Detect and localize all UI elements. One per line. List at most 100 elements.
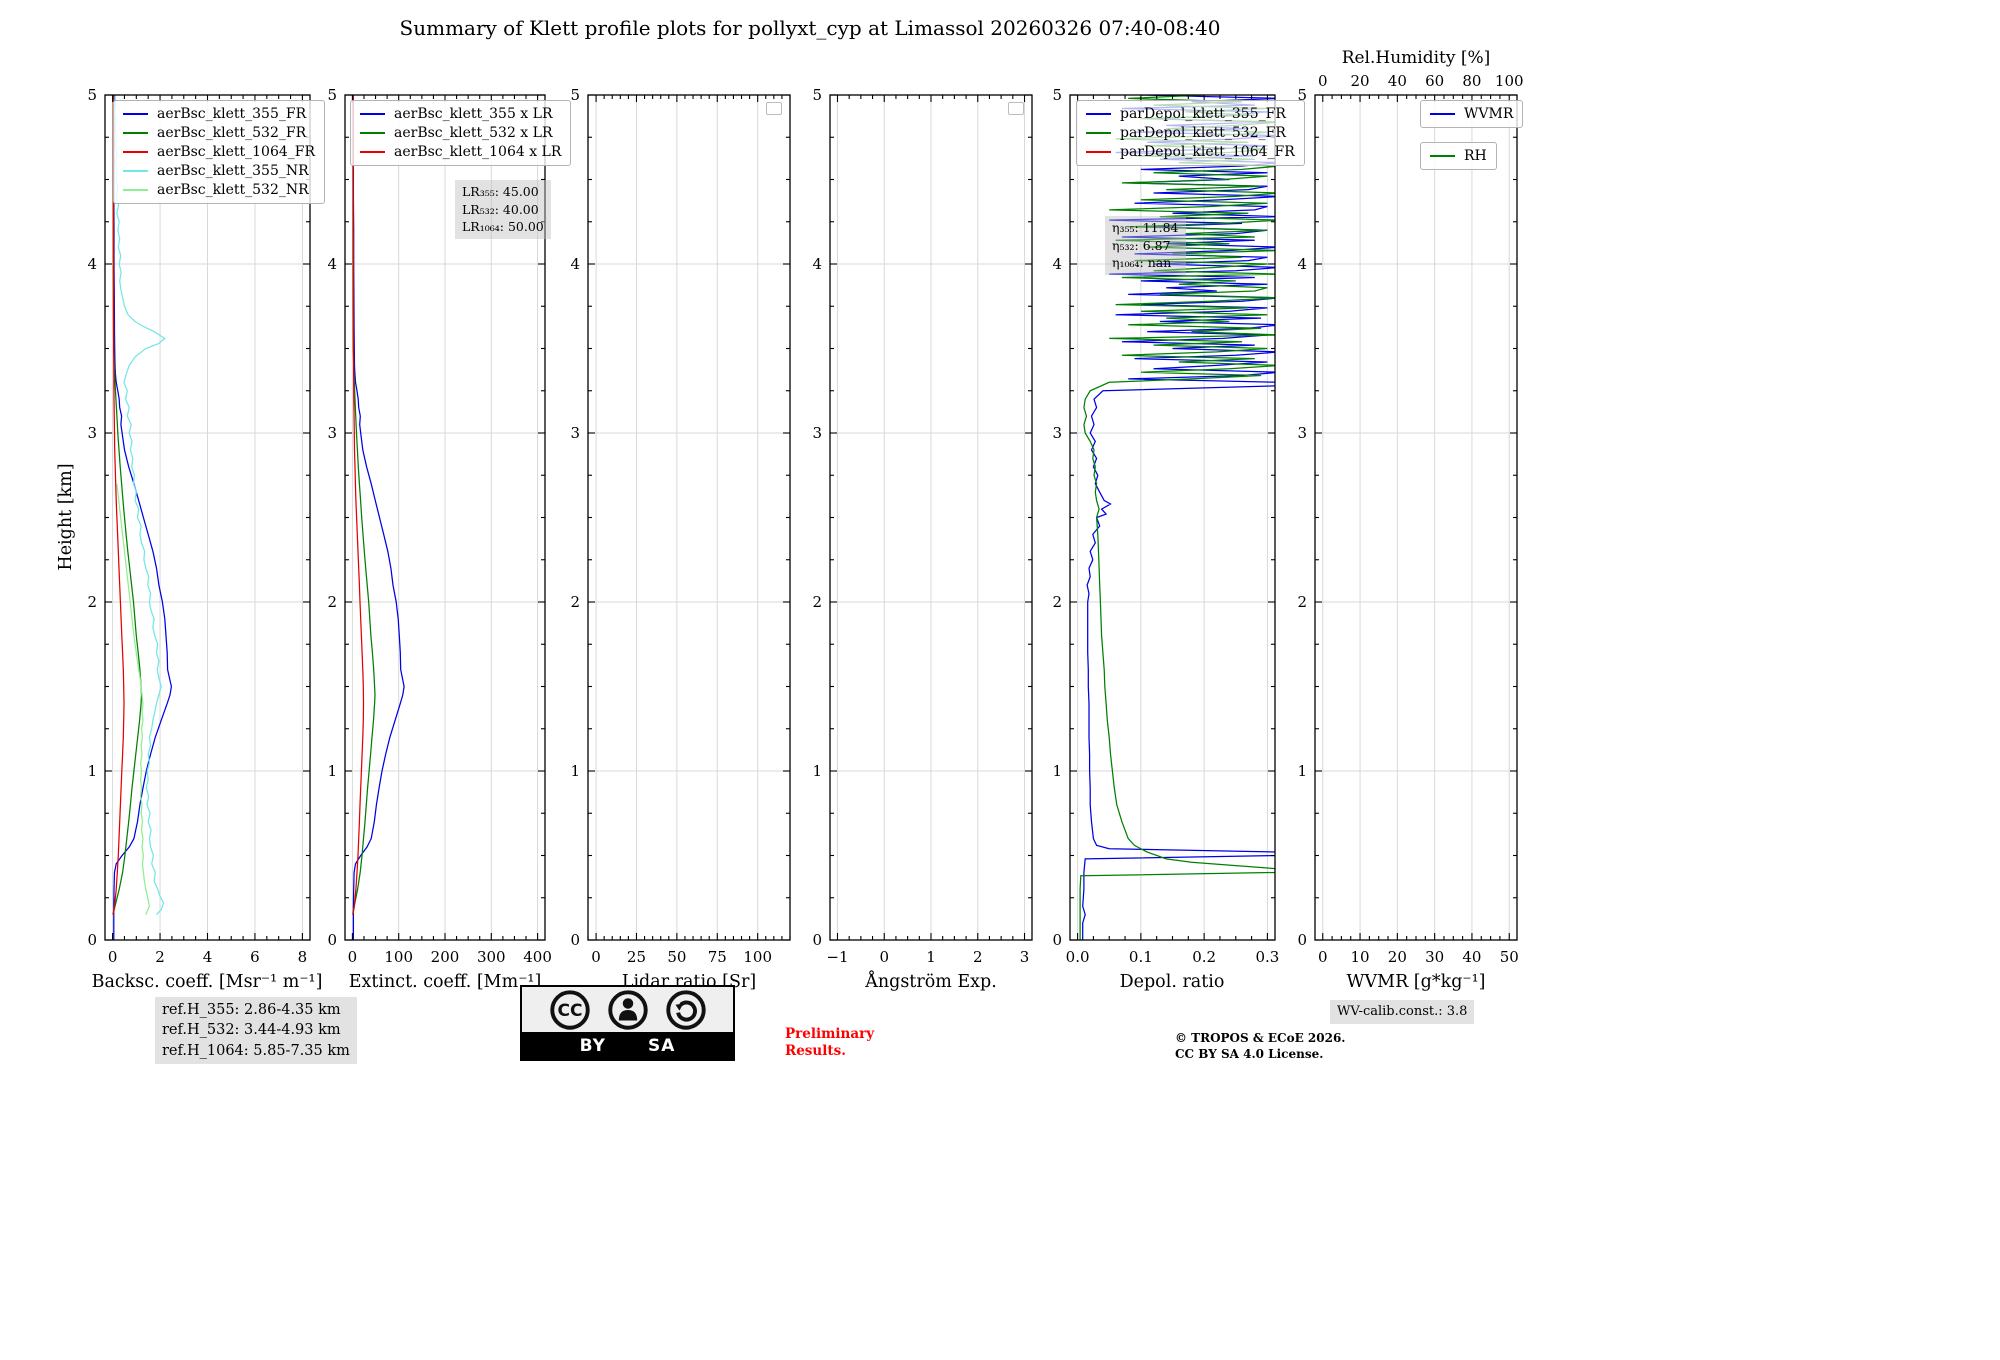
legend-item: aerBsc_klett_355_NR — [123, 163, 315, 179]
tick-label: 300 — [477, 948, 506, 966]
tick-label: 0 — [1318, 948, 1328, 966]
tick-label: 2 — [155, 948, 165, 966]
plot-2-series — [352, 95, 405, 940]
tick-label: 1 — [327, 762, 337, 780]
ref-h-532: ref.H_532: 3.44-4.93 km — [162, 1022, 341, 1039]
tick-label: 1 — [570, 762, 580, 780]
legend-item: parDepol_klett_355_FR — [1086, 106, 1295, 122]
cc-license-badge: CC BY SA — [520, 985, 735, 1061]
tick-label: 100 — [743, 948, 772, 966]
tick-label: 0.3 — [1255, 948, 1279, 966]
tick-label: 75 — [708, 948, 727, 966]
tick-label: 25 — [627, 948, 646, 966]
cc-sa-arrow-icon — [665, 989, 706, 1030]
legend-label: parDepol_klett_355_FR — [1120, 106, 1286, 122]
legend-item: aerBsc_klett_355 x LR — [360, 106, 561, 122]
tick-label: 0.0 — [1066, 948, 1090, 966]
line-swatch-1064-lr — [360, 151, 385, 153]
tick-label: 3 — [1052, 424, 1062, 442]
line-swatch-532-nr — [123, 189, 148, 191]
tick-label: 4 — [203, 948, 213, 966]
line-swatch-532-lr — [360, 132, 385, 134]
cc-sa-label: SA — [647, 1035, 676, 1056]
plot-border — [587, 94, 791, 941]
tick-label: 0 — [570, 931, 580, 949]
tick-label: 20 — [1388, 948, 1407, 966]
tick-label: 40 — [1462, 948, 1481, 966]
x-label-angstrom: Ångström Exp. — [865, 972, 997, 992]
tick-label: 0 — [591, 948, 601, 966]
tick-label: 4 — [1052, 255, 1062, 273]
series-aerBsc_klett_1064 x LR — [352, 95, 365, 915]
tick-label: 2 — [812, 593, 822, 611]
legend-extinction: aerBsc_klett_355 x LR aerBsc_klett_532 x… — [350, 100, 572, 166]
tick-label: 2 — [1052, 593, 1062, 611]
lidar-ratio-box: LR₃₅₅: 45.00 LR₅₃₂: 40.00 LR₁₀₆₄: 50.00 — [455, 180, 551, 239]
legend-item: aerBsc_klett_1064_FR — [123, 144, 315, 160]
x-label-wvmr: WVMR [g*kg⁻¹] — [1346, 972, 1486, 992]
tick-label: 2 — [327, 593, 337, 611]
tick-label: 0 — [1052, 931, 1062, 949]
tick-label: 30 — [1425, 948, 1444, 966]
legend-item: aerBsc_klett_532_NR — [123, 182, 315, 198]
tick-label: 0 — [348, 948, 358, 966]
preliminary-line-2: Results. — [785, 1042, 846, 1059]
tick-label: 0 — [108, 948, 118, 966]
copyright-line-2: CC BY SA 4.0 License. — [1175, 1046, 1324, 1061]
legend-label: WVMR — [1464, 106, 1514, 122]
tick-label: 40 — [1388, 72, 1407, 90]
cc-logo-icon: CC — [549, 989, 590, 1030]
plot-1: 0 2 4 6 8 0 1 2 3 4 5 — [87, 86, 311, 966]
reference-height-box: ref.H_355: 2.86-4.35 km ref.H_532: 3.44-… — [155, 997, 357, 1064]
tick-label: 3 — [812, 424, 822, 442]
legend-wvmr: WVMR — [1420, 100, 1524, 128]
line-swatch-532-fr — [123, 132, 148, 134]
eta-355-value: η₃₅₅: 11.84 — [1112, 220, 1179, 235]
line-swatch-1064-fr — [123, 151, 148, 153]
ref-h-1064: ref.H_1064: 5.85-7.35 km — [162, 1042, 350, 1059]
tick-label: 4 — [812, 255, 822, 273]
tick-label: 1 — [1052, 762, 1062, 780]
legend-item: parDepol_klett_532_FR — [1086, 125, 1295, 141]
legend-item: RH — [1430, 148, 1487, 164]
series-aerBsc_klett_355_FR — [113, 95, 173, 940]
tick-label: 50 — [1500, 948, 1519, 966]
copyright-line-1: © TROPOS & ECoE 2026. — [1175, 1031, 1346, 1045]
tick-label: 80 — [1462, 72, 1481, 90]
legend-item: aerBsc_klett_355_FR — [123, 106, 315, 122]
tick-label: 5 — [570, 86, 580, 104]
plot-1-series — [112, 95, 173, 940]
tick-label: 3 — [327, 424, 337, 442]
tick-label: 3 — [570, 424, 580, 442]
legend-label: aerBsc_klett_532_NR — [157, 182, 309, 198]
legend-backscatter: aerBsc_klett_355_FR aerBsc_klett_532_FR … — [113, 100, 326, 204]
tick-label: 0 — [879, 948, 889, 966]
tick-label: 5 — [327, 86, 337, 104]
line-swatch-depol-1064 — [1086, 151, 1111, 153]
lr-1064-value: LR₁₀₆₄: 50.00 — [462, 219, 544, 234]
legend-angstrom-empty — [1008, 102, 1024, 115]
tick-label: 2 — [87, 593, 97, 611]
tick-label: 3 — [87, 424, 97, 442]
legend-label: aerBsc_klett_532_FR — [157, 125, 307, 141]
plot-5-series — [1079, 95, 1275, 940]
legend-label: parDepol_klett_1064_FR — [1120, 144, 1295, 160]
tick-label: 50 — [667, 948, 686, 966]
legend-depol: parDepol_klett_355_FR parDepol_klett_532… — [1076, 100, 1305, 166]
line-swatch-355-fr — [123, 113, 148, 115]
tick-label: 3 — [1020, 948, 1030, 966]
plot-5: 0.0 0.1 0.2 0.3 0 1 2 3 4 5 — [1052, 86, 1279, 966]
cc-bar: BY SA — [522, 1032, 733, 1059]
tick-label: 2 — [973, 948, 983, 966]
eta-1064-value: η₁₀₆₄: nan — [1112, 255, 1172, 270]
tick-label: 20 — [1351, 72, 1370, 90]
tick-label: 10 — [1351, 948, 1370, 966]
cc-by-person-icon — [607, 989, 648, 1030]
tick-label: 1 — [812, 762, 822, 780]
legend-label: aerBsc_klett_355_NR — [157, 163, 309, 179]
tick-label: 2 — [1297, 593, 1307, 611]
legend-item: aerBsc_klett_1064 x LR — [360, 144, 561, 160]
